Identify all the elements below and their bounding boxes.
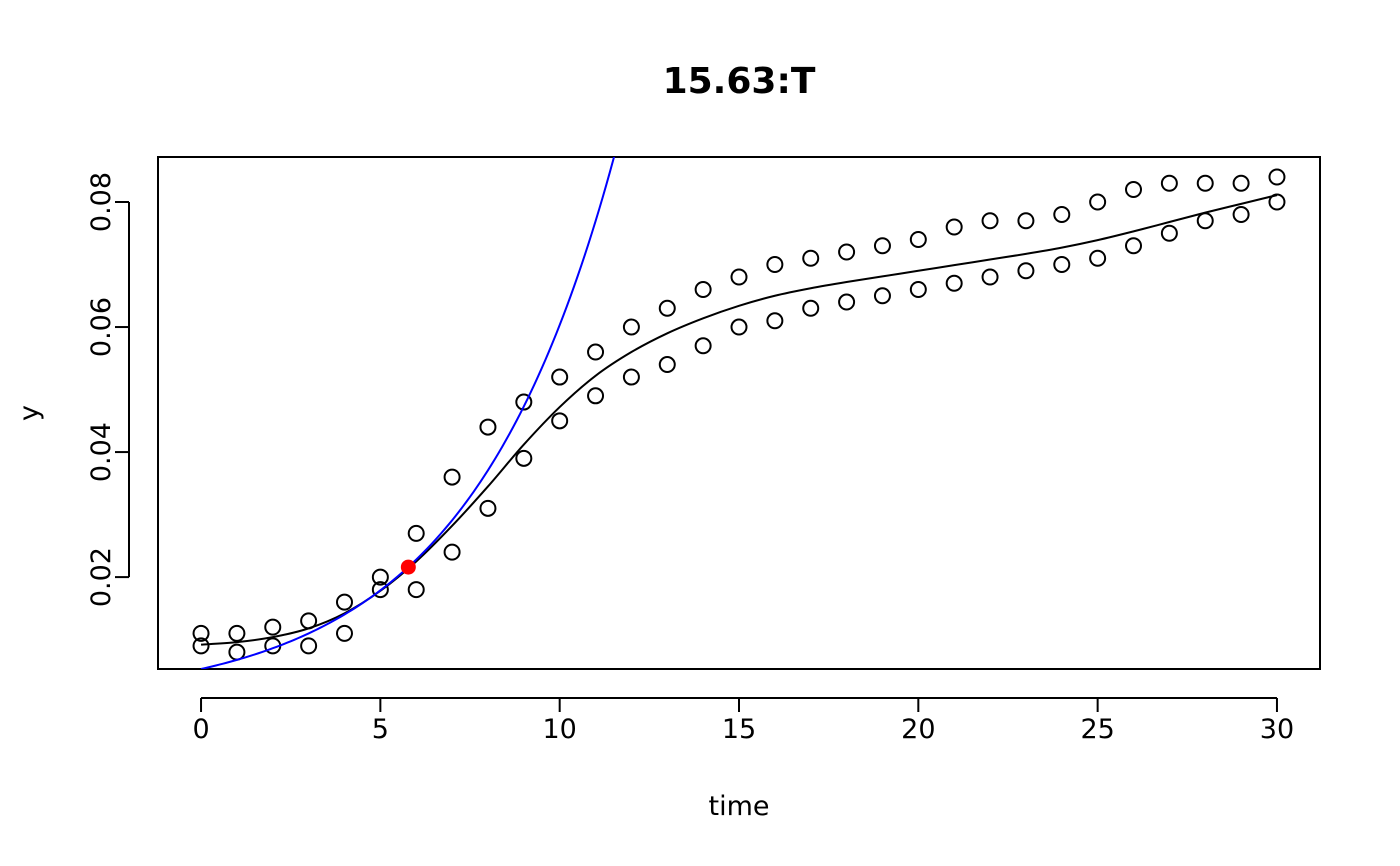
data-point [1053, 256, 1071, 274]
data-point [407, 581, 425, 599]
data-point [873, 237, 891, 255]
data-point [658, 299, 676, 317]
data-point [515, 449, 533, 467]
data-point [1196, 212, 1214, 230]
exponential-fit-line [200, 157, 616, 669]
data-point [1089, 249, 1107, 267]
x-tick-label: 30 [1260, 714, 1294, 745]
data-point [479, 418, 497, 436]
data-point [228, 624, 246, 642]
data-point [1125, 237, 1143, 255]
data-point [945, 218, 963, 236]
x-tick-label: 15 [722, 714, 756, 745]
data-point [1125, 181, 1143, 199]
data-point [443, 543, 461, 561]
y-tick-label: 0.08 [86, 172, 117, 232]
data-point [587, 343, 605, 361]
x-tick-label: 0 [192, 714, 209, 745]
data-point [1268, 168, 1286, 186]
data-point [730, 268, 748, 286]
data-point [1053, 206, 1071, 224]
data-point [658, 356, 676, 374]
data-point [1232, 174, 1250, 192]
max-growth-point [400, 559, 416, 575]
data-point [551, 368, 569, 386]
data-point [264, 618, 282, 636]
data-point [838, 293, 856, 311]
data-point [192, 624, 210, 642]
data-point [694, 337, 712, 355]
data-point [407, 524, 425, 542]
chart-title: 15.63:T [663, 61, 816, 102]
y-axis: 0.02 0.04 0.06 0.08 [86, 172, 130, 607]
data-point [622, 368, 640, 386]
data-point [766, 256, 784, 274]
x-tick-label: 5 [372, 714, 389, 745]
y-axis-label: y [14, 405, 45, 421]
data-point [981, 212, 999, 230]
smooth-fit-line [200, 194, 1278, 646]
x-axis: 0 5 10 15 20 25 30 [192, 697, 1294, 745]
data-point [730, 318, 748, 336]
data-point [945, 274, 963, 292]
data-point [981, 268, 999, 286]
data-point [802, 249, 820, 267]
x-axis-label: time [708, 791, 769, 822]
data-point [838, 243, 856, 261]
x-tick-label: 20 [901, 714, 935, 745]
data-point [1232, 206, 1250, 224]
data-point [335, 593, 353, 611]
y-tick-label: 0.04 [86, 422, 117, 482]
data-point [1160, 224, 1178, 242]
x-tick-label: 10 [542, 714, 576, 745]
data-point [873, 287, 891, 305]
x-tick-label: 25 [1080, 714, 1114, 745]
data-point [1268, 193, 1286, 211]
data-point [300, 637, 318, 655]
plot-frame [157, 156, 1321, 670]
data-point [335, 624, 353, 642]
data-point [1017, 212, 1035, 230]
y-tick-label: 0.06 [86, 297, 117, 357]
plot-marks [192, 157, 1286, 669]
data-point [1017, 262, 1035, 280]
data-point [1089, 193, 1107, 211]
data-point [766, 312, 784, 330]
data-point [371, 568, 389, 586]
data-point [694, 281, 712, 299]
data-point [909, 231, 927, 249]
data-point [587, 387, 605, 405]
data-point [443, 468, 461, 486]
data-point [551, 412, 569, 430]
data-point [479, 499, 497, 517]
data-point [192, 637, 210, 655]
data-point [622, 318, 640, 336]
y-tick-label: 0.02 [86, 547, 117, 607]
data-point [1160, 174, 1178, 192]
data-point [909, 281, 927, 299]
data-point [515, 393, 533, 411]
data-point [371, 581, 389, 599]
data-point [1196, 174, 1214, 192]
data-point [802, 299, 820, 317]
